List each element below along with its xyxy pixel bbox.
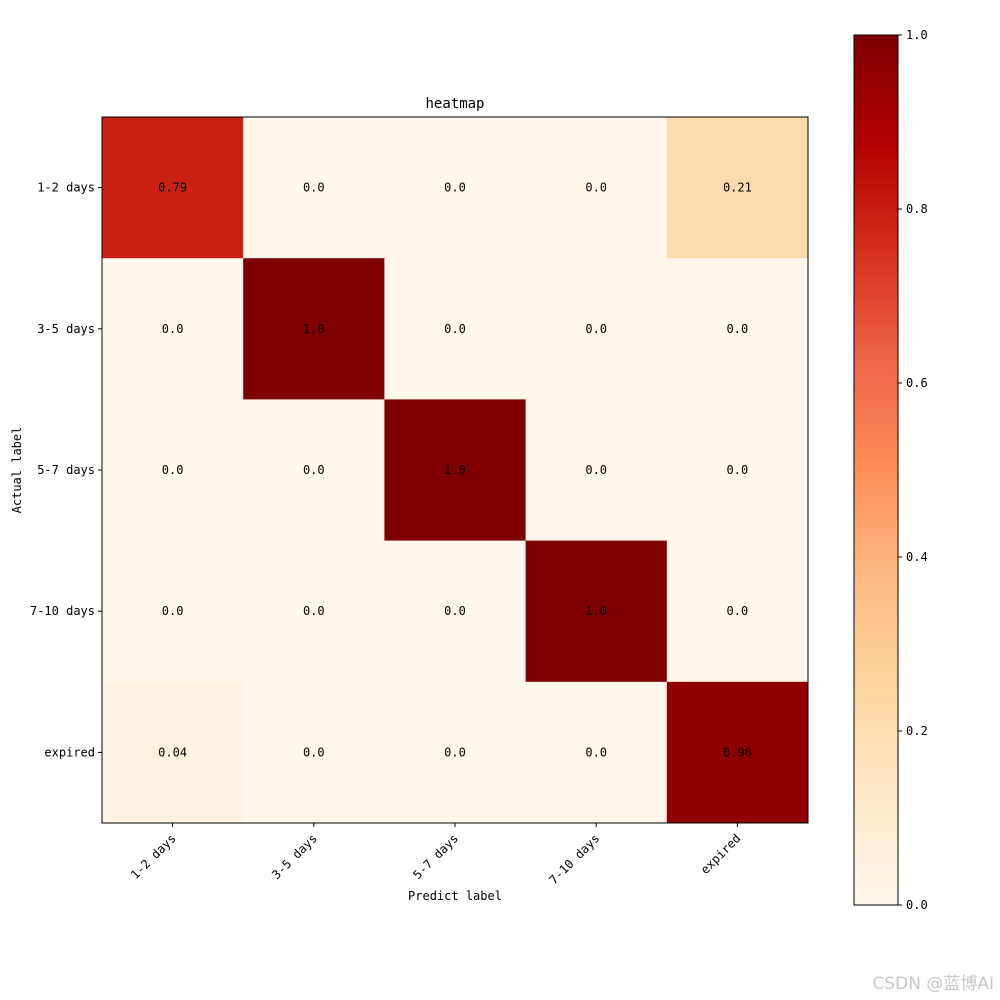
cell-value-label: 0.0 [585,463,607,477]
x-tick-label: 5-7 days [410,831,461,882]
heatmap-cell [525,681,668,824]
colorbar-ticks: 0.0 0.2 0.4 0.6 0.8 1.0 [898,28,928,912]
heatmap-cell [102,258,244,400]
cell-value-label: 0.0 [303,181,325,195]
cell-value-label: 0.0 [585,181,607,195]
colorbar [853,34,899,906]
cell-value-label: 1.0 [303,322,325,336]
heatmap-cell [666,681,809,824]
y-tick-label: 5-7 days [37,463,95,477]
colorbar-tick-label: 0.4 [906,550,928,564]
heatmap-cell [525,399,668,542]
x-tick-label: expired [698,831,744,877]
cell-value-label: 0.0 [444,604,466,618]
x-axis-label: Predict label [408,889,502,903]
cell-value-label: 0.0 [727,604,749,618]
colorbar-tick-label: 0.2 [906,724,928,738]
heatmap-cell [525,258,668,400]
cell-value-label: 0.96 [723,745,752,759]
cell-value-label: 0.0 [444,745,466,759]
heatmap-cell [384,117,527,259]
cell-value-label: 0.0 [303,604,325,618]
y-axis-ticks: 1-2 days 3-5 days 5-7 days 7-10 days expired [30,181,102,759]
heatmap-cell [243,681,385,824]
heatmap-cell [666,399,809,542]
heatmap-cell [666,540,809,683]
heatmap-cell [102,399,244,542]
y-axis-label: Actual label [10,427,24,514]
heatmap-cell [102,681,244,824]
cell-value-label: 1.0 [585,604,607,618]
heatmap-cell [384,399,527,542]
heatmap-cell [666,258,809,400]
heatmap-cell [525,117,668,259]
heatmap-cell [243,540,385,683]
colorbar-tick-label: 0.6 [906,376,928,390]
heatmap-cell [384,258,527,400]
heatmap-cell-labels: 0.79 0.0 0.0 0.0 0.21 0.0 1.0 0.0 0.0 0.0 0.0 0.0 1.… [158,181,752,760]
cell-value-label: 0.0 [727,463,749,477]
heatmap-cell [102,117,244,259]
cell-value-label: 0.0 [162,322,184,336]
heatmap-cell [102,540,244,683]
cell-value-label: 0.0 [585,322,607,336]
colorbar-tick-label: 1.0 [906,28,928,42]
x-tick-label: 3-5 days [269,831,320,882]
cell-value-label: 0.0 [585,745,607,759]
x-tick-label: 7-10 days [546,831,602,887]
cell-value-label: 0.0 [444,322,466,336]
heatmap-cell [243,399,385,542]
heatmap-cell [384,540,527,683]
cell-value-label: 0.04 [158,745,187,759]
x-tick-label: 1-2 days [128,831,179,882]
x-axis-ticks: 1-2 days 3-5 days 5-7 days 7-10 days expired [128,823,744,887]
y-tick-label: expired [44,745,95,759]
cell-value-label: 0.0 [444,181,466,195]
heatmap-cell [243,117,385,259]
chart-title: heatmap [425,96,484,112]
colorbar-tick-label: 0.0 [906,898,928,912]
cell-value-label: 0.0 [303,745,325,759]
heatmap-cells [102,117,809,824]
cell-value-label: 1.0 [444,463,466,477]
cell-value-label: 0.0 [303,463,325,477]
heatmap-cell [666,117,809,259]
heatmap-cell [525,540,668,683]
cell-value-label: 0.21 [723,181,752,195]
cell-value-label: 0.0 [162,604,184,618]
y-tick-label: 7-10 days [30,604,95,618]
watermark: CSDN @蓝博AI [872,974,994,994]
y-tick-label: 1-2 days [37,181,95,195]
cell-value-label: 0.79 [158,181,187,195]
y-tick-label: 3-5 days [37,322,95,336]
heatmap-cell [243,258,385,400]
colorbar-tick-label: 0.8 [906,202,928,216]
cell-value-label: 0.0 [162,463,184,477]
heatmap-cell [384,681,527,824]
cell-value-label: 0.0 [727,322,749,336]
